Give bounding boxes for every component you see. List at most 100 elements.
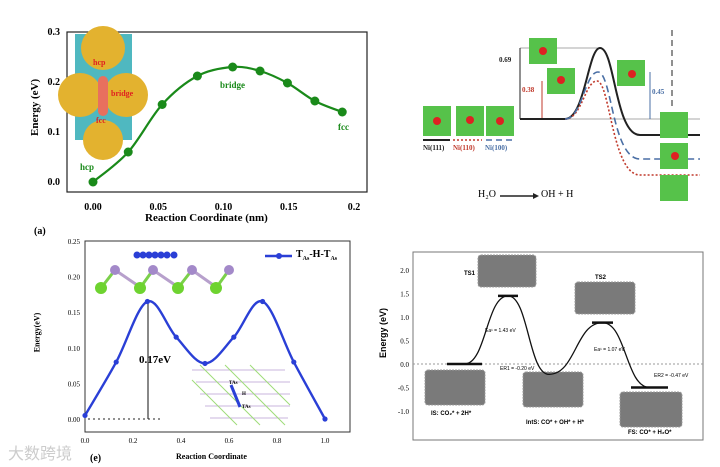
annotation-er1: ER1 = -0.20 eV: [500, 366, 535, 372]
legend-label: TAs-H-TAs: [296, 249, 338, 262]
data-point: [282, 78, 292, 88]
level-label-ts1: TS1: [464, 271, 476, 277]
y-tick-label: 0.3: [48, 27, 61, 38]
y-tick-label: 0.20: [68, 274, 81, 282]
data-point: [192, 71, 202, 81]
data-point: [113, 359, 119, 365]
data-point: [291, 359, 297, 365]
series-line: [83, 300, 327, 420]
annotation-ea2: Ea¹ = 1.07 eV: [594, 347, 625, 353]
level-label-is: IS: CO₂* + 2H*: [431, 411, 472, 417]
data-point: [231, 334, 237, 340]
structure-snapshot: [574, 281, 636, 315]
legend-ni110: Ni(110): [453, 144, 475, 152]
inset-label-fcc: fcc: [96, 116, 106, 125]
x-tick-label: 0.10: [215, 202, 233, 213]
data-point: [144, 298, 150, 305]
y-tick-label: 0.10: [68, 345, 81, 353]
legend-marker: [276, 253, 282, 259]
x-tick-label: 0.4: [177, 437, 186, 445]
structure-top-view: [191, 364, 291, 426]
y-axis-label: Energy(eV): [32, 312, 42, 353]
data-point: [310, 96, 320, 106]
data-point: [228, 62, 238, 72]
inset-label-hcp: hcp: [93, 58, 106, 67]
data-point: [173, 334, 179, 340]
y-tick-label: 1.0: [400, 314, 409, 322]
plot-frame: [412, 251, 704, 441]
data-point: [260, 298, 266, 305]
y-tick-label: 0.25: [68, 238, 81, 246]
panel-label-e: (e): [90, 453, 102, 464]
structure-snapshot: [477, 254, 537, 288]
inset-surface: [58, 26, 148, 160]
y-tick-label: 0.00: [68, 416, 81, 424]
inset-label-tas-2: TAs: [242, 405, 251, 410]
annotation-bridge: bridge: [220, 80, 246, 90]
y-tick-label: 0.2: [48, 77, 61, 88]
x-tick-label: 0.2: [348, 202, 361, 213]
x-tick-label: 0.2: [129, 437, 138, 445]
panel-water-dissociation: [423, 30, 700, 201]
data-point: [322, 416, 328, 422]
y-tick-label: 0.0: [48, 177, 61, 188]
y-tick-label: -1.0: [398, 408, 410, 416]
legend-ni100: Ni(100): [485, 144, 508, 152]
y-tick-label: -0.5: [398, 385, 410, 393]
structure-side-view: [95, 251, 234, 294]
x-tick-label: 0.8: [273, 437, 282, 445]
structure-snapshot: [619, 391, 683, 428]
structure-snapshot: [424, 369, 486, 406]
annotation-ea1: Ea¹ = 1.43 eV: [485, 328, 516, 334]
y-axis-label: Energy (eV): [29, 78, 41, 136]
x-tick-label: 0.0: [81, 437, 90, 445]
x-tick-label: 0.15: [280, 202, 298, 213]
plot-frame: [84, 240, 351, 433]
data-point: [82, 412, 88, 419]
watermark: 大数跨境: [8, 446, 73, 463]
reaction-products: OH + H: [541, 189, 574, 200]
data-point: [123, 147, 133, 157]
data-point: [202, 360, 208, 367]
level-label-fs: FS: CO* + H₂O*: [628, 430, 672, 436]
x-axis-label: Reaction Coordinate: [176, 452, 247, 461]
x-tick-label: 0.00: [84, 202, 102, 213]
barrier-label-ni110: 0.38: [522, 86, 535, 94]
curve-ni100: [564, 71, 700, 160]
y-tick-label: 2.0: [400, 267, 409, 275]
data-point: [255, 66, 265, 76]
panel-label-a: (a): [34, 226, 46, 237]
y-tick-label: 0.15: [68, 309, 81, 317]
y-tick-label: 0.05: [68, 380, 81, 388]
panel-co2-reduction: 2.0 1.5 1.0 0.5 0.0 -0.5 -1.0: [398, 251, 704, 441]
annotation-hcp: hcp: [80, 162, 95, 172]
x-axis-label: Reaction Coordinate (nm): [145, 212, 268, 224]
structure-snapshot: [522, 371, 584, 408]
x-tick-label: 1.0: [321, 437, 330, 445]
level-label-ints: IntS: CO* + OH* + H*: [526, 420, 585, 426]
reaction-reactant: H₂O: [478, 189, 496, 200]
panel-hcp-fcc-diffusion: 0.0 0.1 0.2 0.3 0.00 0.05 0.10 0.15 0.2: [48, 26, 368, 213]
inset-label-tas-1: TAs: [229, 381, 238, 386]
x-tick-label: 0.05: [150, 202, 168, 213]
y-tick-label: 0.5: [400, 338, 409, 346]
reaction-arrowhead: [533, 193, 539, 199]
y-axis-label: Energy (eV): [378, 307, 389, 359]
data-point: [337, 107, 347, 117]
barrier-annotation: 0.17eV: [139, 354, 172, 366]
y-tick-label: 1.5: [400, 291, 409, 299]
inset-label-h: H: [242, 392, 246, 397]
y-tick-label: 0.1: [48, 127, 61, 138]
data-point: [88, 177, 98, 187]
level-label-ts2: TS2: [595, 275, 607, 281]
legend-ni111: Ni(111): [423, 144, 445, 152]
x-tick-label: 0.6: [225, 437, 234, 445]
annotation-fcc: fcc: [338, 122, 349, 132]
barrier-label-ni100: 0.45: [652, 88, 665, 96]
curve-ni111: [520, 46, 700, 136]
oxygen-atoms: [433, 47, 679, 160]
annotation-er2: ER2 = -0.47 eV: [654, 373, 689, 379]
barrier-label-ni111: 0.69: [499, 56, 512, 64]
y-tick-label: 0.0: [400, 361, 409, 369]
